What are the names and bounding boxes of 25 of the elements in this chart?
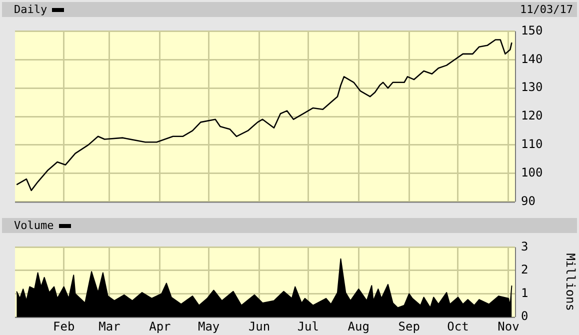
y-tick-label: 3 — [521, 239, 528, 254]
y-tick-label: 110 — [521, 137, 543, 152]
x-tick-label: Oct — [447, 319, 469, 334]
legend-label: Volume — [14, 219, 54, 232]
y-tick-label: 0 — [521, 309, 528, 324]
text: 11/03/17 — [520, 2, 573, 17]
y-tick-label: 140 — [521, 52, 543, 66]
x-tick-label: Nov — [498, 319, 520, 334]
y-tick-label: 130 — [521, 80, 543, 94]
y-tick-label: 1 — [521, 286, 528, 300]
y-tick-label: 150 — [521, 23, 543, 38]
x-tick-label: Aug — [348, 319, 370, 334]
x-tick-label: Sep — [398, 319, 420, 334]
x-tick-label: Feb — [53, 319, 75, 334]
legend-label: Daily — [14, 3, 48, 16]
x-tick-label: Jun — [248, 319, 270, 334]
y-tick-label: 90 — [521, 194, 536, 208]
x-tick-label: May — [198, 319, 220, 334]
y-tick-label: 120 — [521, 108, 543, 123]
y-tick-label: 2 — [521, 262, 528, 277]
y-axis-title: Millions — [564, 253, 578, 311]
x-tick-label: Apr — [149, 319, 171, 334]
y-tick-label: 100 — [521, 165, 543, 180]
x-tick-label: Jul — [297, 319, 320, 334]
x-tick-label: Mar — [98, 319, 120, 334]
